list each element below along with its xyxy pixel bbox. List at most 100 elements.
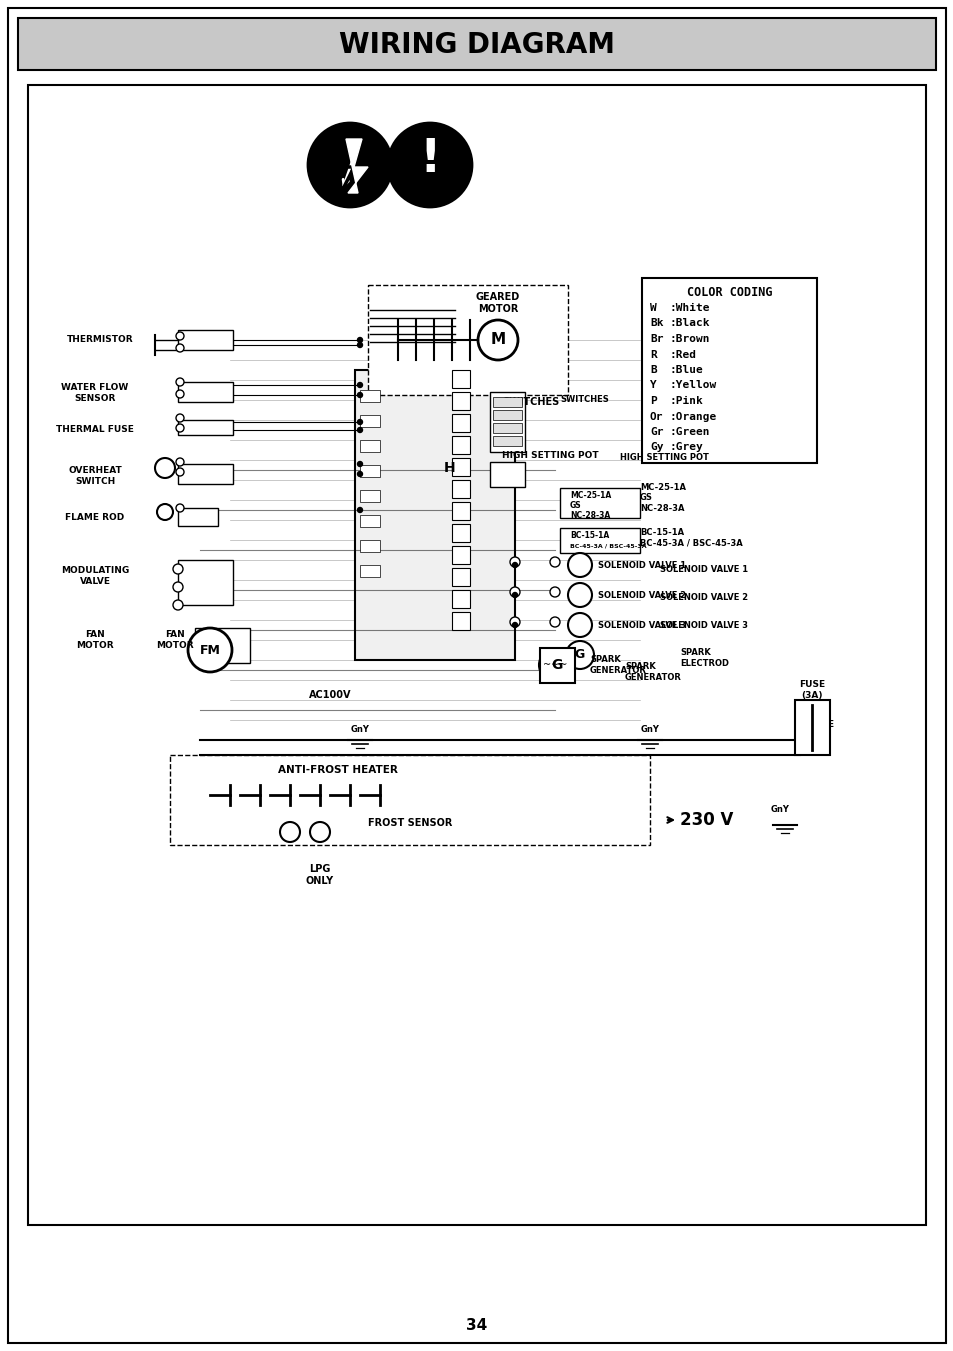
Text: G: G (551, 658, 562, 671)
Bar (641, 278, 816, 463)
Circle shape (175, 458, 184, 466)
Bar (194, 628, 250, 663)
Bar (178, 508, 218, 526)
Circle shape (175, 504, 184, 512)
Circle shape (308, 123, 392, 207)
Text: Gr: Gr (649, 427, 662, 436)
Bar (490, 462, 524, 486)
Bar (452, 436, 470, 454)
Text: FUSE
(3A): FUSE (3A) (809, 720, 833, 740)
Text: SPARK
GENERATOR: SPARK GENERATOR (624, 662, 681, 682)
Text: :Pink: :Pink (669, 396, 703, 407)
Text: FAN
MOTOR: FAN MOTOR (156, 631, 193, 650)
Bar (452, 413, 470, 432)
Circle shape (175, 345, 184, 353)
Bar (539, 648, 575, 684)
Circle shape (538, 648, 571, 681)
Text: HIGH SETTING POT: HIGH SETTING POT (501, 450, 598, 459)
Text: :Green: :Green (669, 427, 710, 436)
Bar (359, 540, 379, 553)
Circle shape (357, 427, 362, 432)
Circle shape (357, 338, 362, 343)
Bar (452, 524, 470, 542)
Bar (559, 528, 639, 553)
Circle shape (567, 613, 592, 638)
Text: 34: 34 (466, 1317, 487, 1332)
Text: MODULATING
VALVE: MODULATING VALVE (61, 566, 129, 586)
Circle shape (175, 390, 184, 399)
Bar (359, 515, 379, 527)
Bar (452, 392, 470, 409)
Circle shape (357, 462, 362, 466)
Bar (452, 612, 470, 630)
Text: SOLENOID VALVE 1: SOLENOID VALVE 1 (659, 566, 747, 574)
Circle shape (357, 471, 362, 477)
Text: R: R (649, 350, 656, 359)
Circle shape (188, 628, 232, 671)
Circle shape (175, 467, 184, 476)
Text: !: ! (418, 136, 440, 181)
Text: SWITCHES: SWITCHES (559, 396, 608, 404)
Text: :White: :White (669, 303, 710, 313)
Text: :Red: :Red (669, 350, 697, 359)
Circle shape (280, 821, 299, 842)
Bar (170, 755, 649, 844)
Text: SOLENOID VALVE 3: SOLENOID VALVE 3 (598, 620, 685, 630)
Text: SOLENOID VALVE 1: SOLENOID VALVE 1 (598, 561, 685, 570)
Bar (452, 567, 470, 586)
Bar (18, 18, 935, 70)
Text: Or: Or (649, 412, 662, 422)
Circle shape (477, 320, 517, 359)
Text: BC-15-1A: BC-15-1A (569, 531, 609, 539)
Text: NC-28-3A: NC-28-3A (569, 511, 610, 520)
Text: FROST SENSOR: FROST SENSOR (368, 817, 452, 828)
Text: GEARED
MOTOR: GEARED MOTOR (476, 292, 519, 313)
Text: COLOR CODING: COLOR CODING (686, 285, 771, 299)
Circle shape (175, 413, 184, 422)
Circle shape (175, 378, 184, 386)
Bar (368, 285, 567, 394)
Text: BC-15-1A
BC-45-3A / BSC-45-3A: BC-15-1A BC-45-3A / BSC-45-3A (639, 528, 742, 547)
Bar (178, 330, 233, 350)
Text: FUSE
(3A): FUSE (3A) (798, 681, 824, 700)
Bar (178, 463, 233, 484)
Text: THERMAL FUSE: THERMAL FUSE (56, 426, 133, 435)
Text: HIGH SETTING POT: HIGH SETTING POT (619, 454, 708, 462)
Circle shape (172, 600, 183, 611)
Text: GnY: GnY (350, 725, 369, 735)
Circle shape (510, 586, 519, 597)
Text: GS: GS (569, 500, 581, 509)
Text: FLAME ROD: FLAME ROD (66, 513, 125, 523)
Text: B: B (649, 365, 656, 376)
Circle shape (308, 123, 392, 207)
Text: 230 V: 230 V (679, 811, 733, 830)
Text: SOLENOID VALVE 2: SOLENOID VALVE 2 (659, 593, 747, 603)
Bar (493, 409, 521, 420)
Text: WATER FLOW
SENSOR: WATER FLOW SENSOR (61, 384, 129, 403)
Text: :Black: :Black (669, 319, 710, 328)
Bar (359, 565, 379, 577)
Text: BC-45-3A / BSC-45-3A: BC-45-3A / BSC-45-3A (569, 543, 646, 549)
Bar (452, 546, 470, 563)
Text: ~~~: ~~~ (542, 661, 567, 670)
Text: OVERHEAT
SWITCH: OVERHEAT SWITCH (68, 466, 122, 486)
Text: SOLENOID VALVE 3: SOLENOID VALVE 3 (659, 621, 747, 631)
Bar (28, 85, 925, 1225)
Circle shape (172, 563, 183, 574)
Text: M: M (490, 332, 505, 347)
Circle shape (172, 582, 183, 592)
Bar (559, 488, 639, 517)
Text: Bk: Bk (649, 319, 662, 328)
Text: :Grey: :Grey (669, 443, 703, 453)
Text: W: W (649, 303, 656, 313)
Circle shape (550, 557, 559, 567)
Bar (452, 458, 470, 476)
Circle shape (510, 557, 519, 567)
Circle shape (357, 508, 362, 512)
Circle shape (357, 382, 362, 388)
Text: GnY: GnY (770, 805, 789, 815)
Circle shape (512, 562, 517, 567)
Circle shape (357, 393, 362, 397)
Text: FAN
MOTOR: FAN MOTOR (76, 631, 113, 650)
Bar (355, 370, 515, 661)
